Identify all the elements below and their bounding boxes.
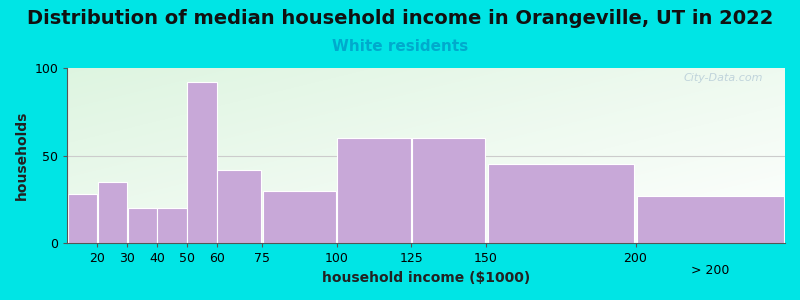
- Bar: [158, 208, 186, 243]
- Bar: [68, 194, 97, 243]
- Text: White residents: White residents: [332, 39, 468, 54]
- Bar: [637, 196, 783, 243]
- Bar: [98, 182, 127, 243]
- Text: > 200: > 200: [691, 265, 730, 278]
- Bar: [218, 170, 262, 243]
- Text: City-Data.com: City-Data.com: [684, 73, 763, 83]
- Bar: [338, 138, 410, 243]
- Y-axis label: households: households: [15, 111, 29, 200]
- Bar: [262, 191, 336, 243]
- Bar: [127, 208, 157, 243]
- Text: Distribution of median household income in Orangeville, UT in 2022: Distribution of median household income …: [27, 9, 773, 28]
- Bar: [487, 164, 634, 243]
- Bar: [187, 82, 217, 243]
- Bar: [412, 138, 486, 243]
- X-axis label: household income ($1000): household income ($1000): [322, 271, 530, 285]
